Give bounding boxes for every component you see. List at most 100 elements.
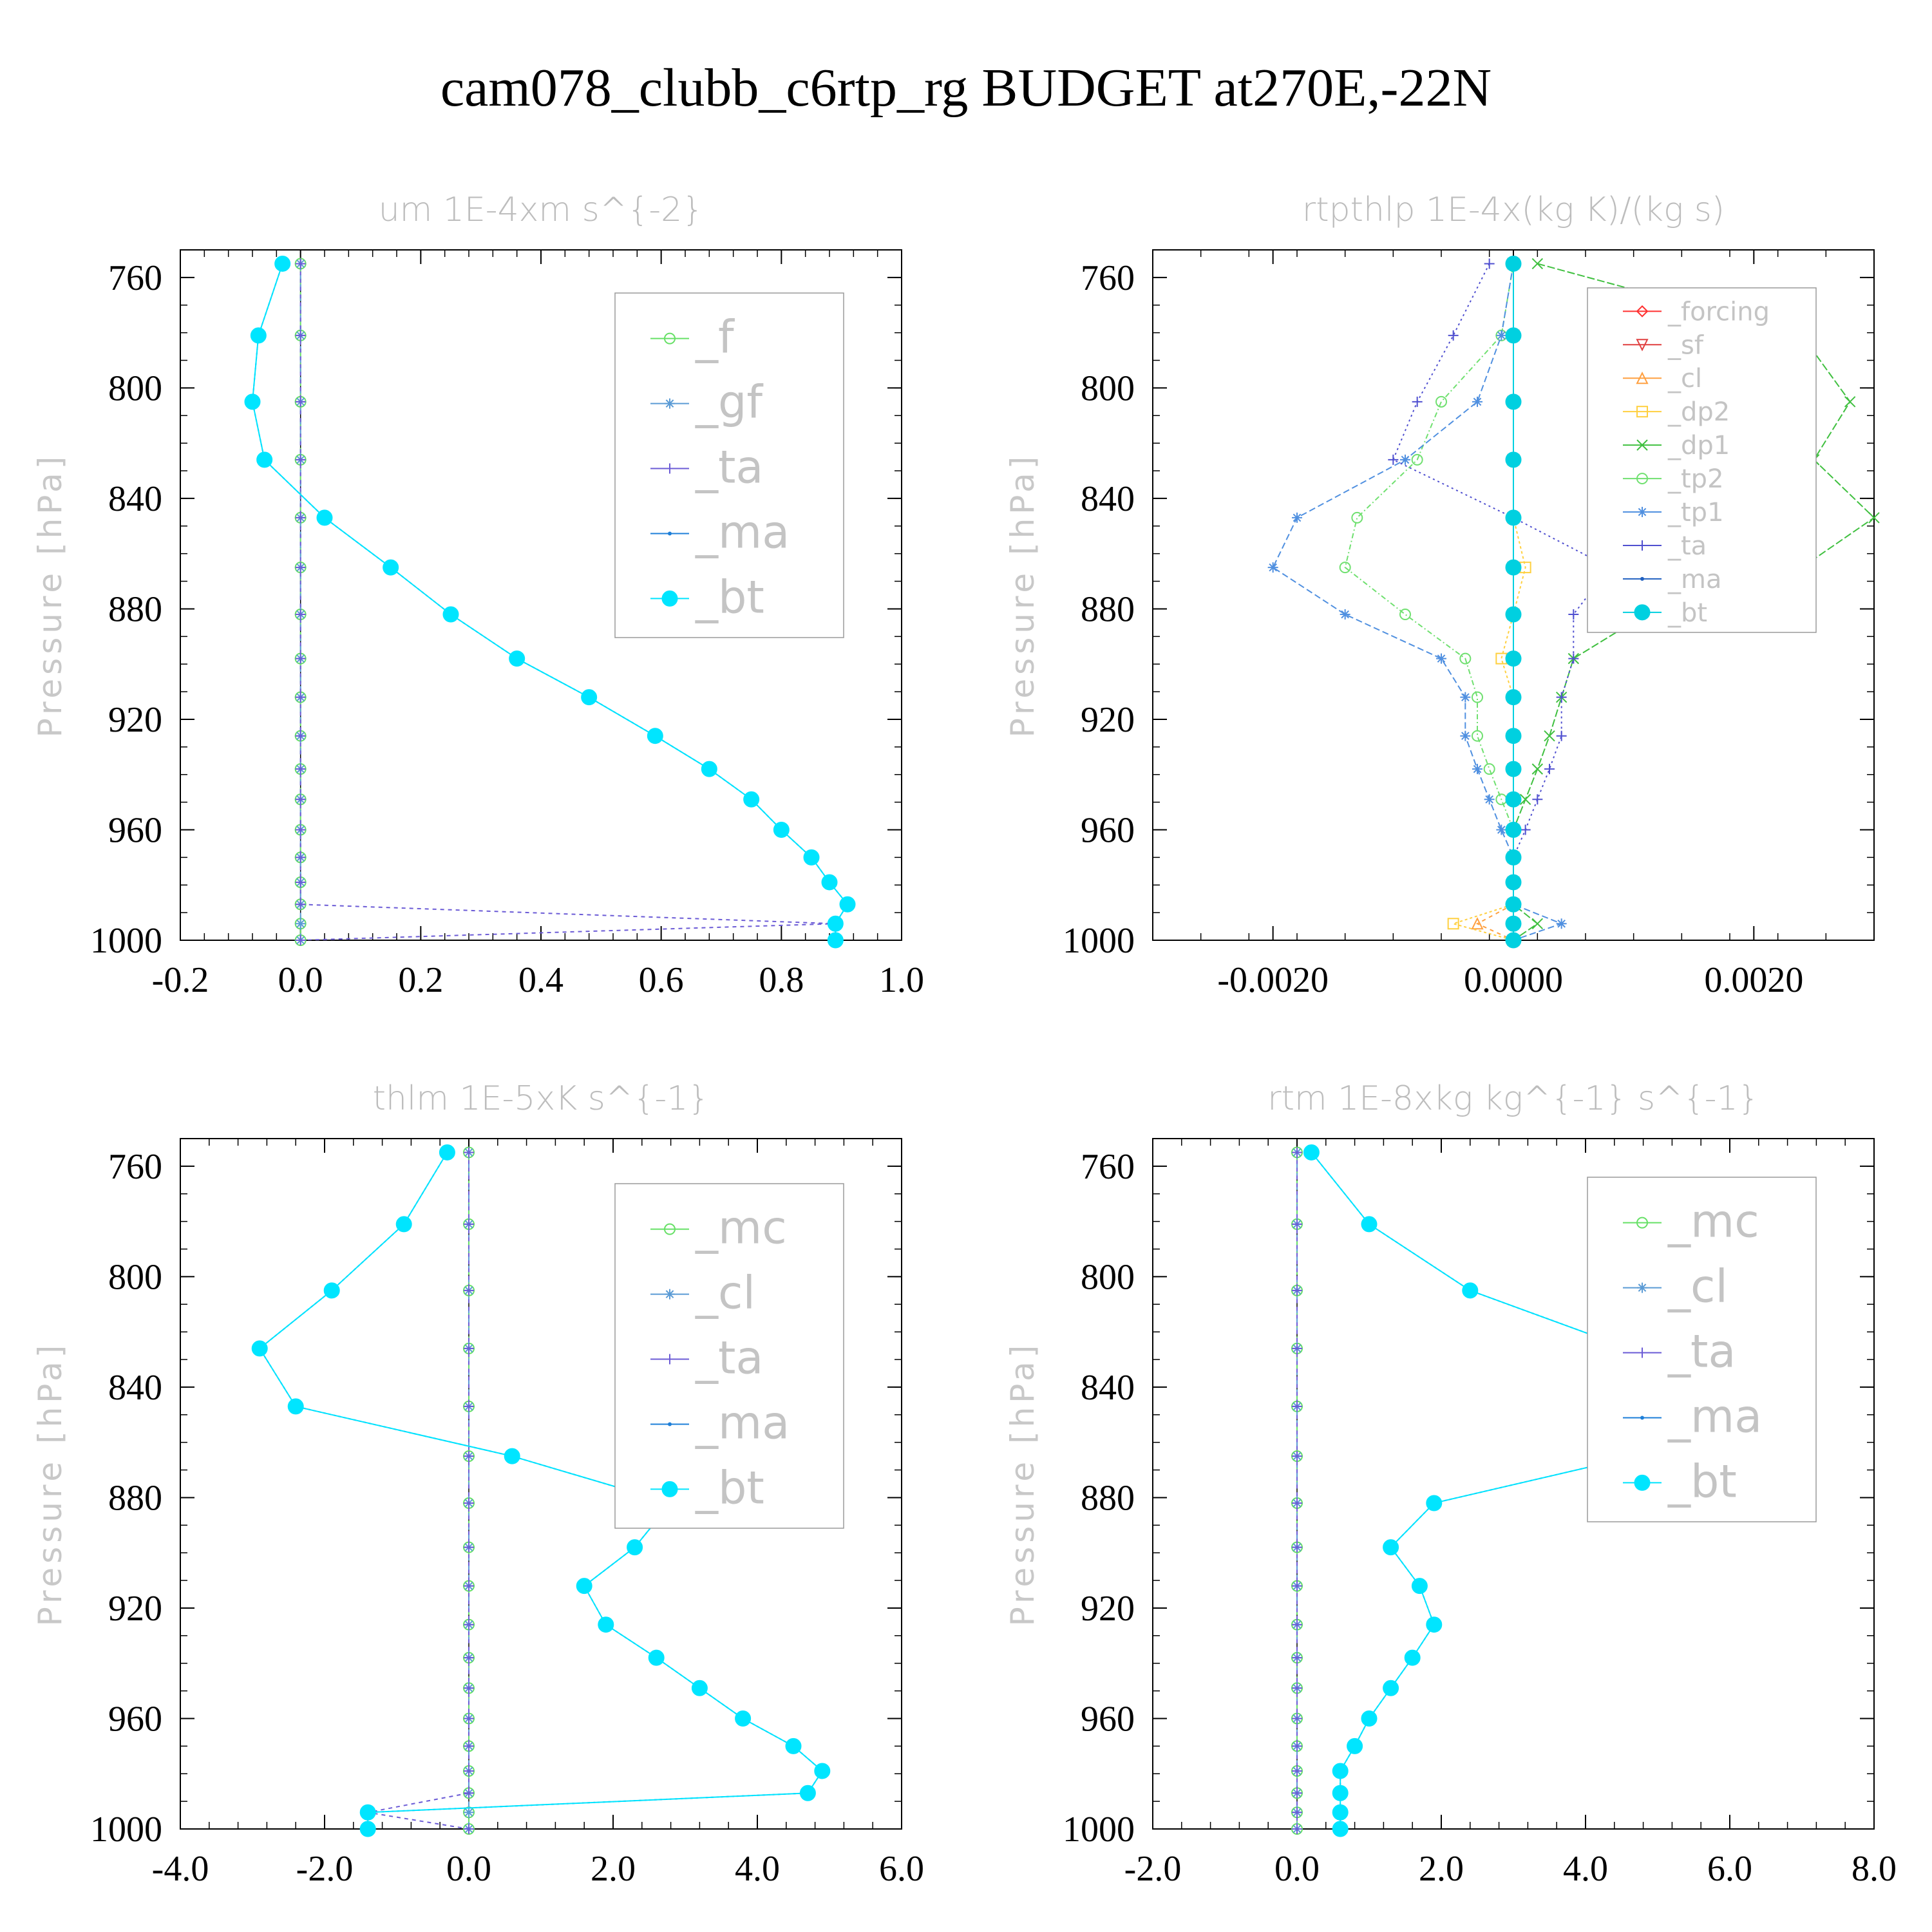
data-point bbox=[295, 330, 306, 341]
data-point bbox=[295, 764, 306, 775]
data-point bbox=[1447, 918, 1459, 930]
x-tick-label: -2.0 bbox=[296, 1849, 354, 1889]
data-point bbox=[359, 1804, 376, 1821]
x-tick-label: 0.6 bbox=[639, 960, 684, 1000]
series-tp1 bbox=[1267, 258, 1567, 945]
legend-label: _cl bbox=[695, 1267, 755, 1320]
y-axis-label: Pressure [hPa] bbox=[1004, 1341, 1041, 1627]
data-point bbox=[1411, 453, 1423, 466]
data-point bbox=[648, 1649, 665, 1666]
data-point bbox=[1531, 763, 1544, 775]
data-point bbox=[1471, 917, 1484, 930]
legend-label: _mc bbox=[695, 1202, 787, 1255]
y-tick-label: 800 bbox=[1081, 1257, 1135, 1297]
y-tick-label: 880 bbox=[108, 589, 162, 629]
data-point bbox=[395, 1216, 412, 1233]
data-point bbox=[1399, 609, 1411, 621]
data-point bbox=[464, 1218, 474, 1229]
data-point bbox=[1292, 1824, 1302, 1834]
data-point bbox=[1400, 454, 1410, 465]
data-point bbox=[1556, 730, 1567, 741]
legend-label: _ma bbox=[1667, 1390, 1762, 1443]
y-tick-label: 760 bbox=[108, 258, 162, 298]
legend-marker bbox=[1634, 1474, 1651, 1491]
data-point bbox=[464, 1285, 474, 1296]
data-point bbox=[1292, 1807, 1302, 1818]
data-point bbox=[1496, 824, 1507, 835]
y-axis-label: Pressure [hPa] bbox=[1004, 453, 1041, 738]
legend-marker bbox=[1637, 540, 1647, 551]
y-tick-label: 800 bbox=[108, 368, 162, 408]
data-point bbox=[1292, 512, 1302, 523]
x-tick-label: 0.0 bbox=[1274, 1849, 1320, 1889]
legend-label: _dp1 bbox=[1667, 431, 1730, 460]
data-point bbox=[1292, 1218, 1302, 1229]
y-tick-label: 920 bbox=[108, 700, 162, 740]
data-point bbox=[785, 1738, 802, 1754]
y-tick-label: 760 bbox=[1081, 1147, 1135, 1187]
data-point bbox=[1404, 1649, 1421, 1666]
data-point bbox=[1460, 692, 1471, 703]
legend-marker bbox=[1636, 339, 1649, 352]
x-tick-label: 0.0020 bbox=[1704, 960, 1803, 1000]
data-point bbox=[839, 896, 856, 913]
y-tick-label: 760 bbox=[1081, 258, 1135, 298]
data-point bbox=[316, 509, 333, 526]
data-point bbox=[647, 728, 663, 744]
x-tick-label: 2.0 bbox=[1419, 1849, 1464, 1889]
series-line bbox=[1344, 263, 1514, 940]
data-point bbox=[1292, 1580, 1302, 1591]
data-point bbox=[295, 609, 306, 620]
data-point bbox=[256, 451, 273, 468]
data-point bbox=[773, 821, 790, 838]
x-tick-label: -2.0 bbox=[1124, 1849, 1182, 1889]
data-point bbox=[1505, 689, 1522, 706]
data-point bbox=[1505, 821, 1522, 838]
series-line bbox=[1475, 263, 1514, 940]
y-tick-label: 880 bbox=[1081, 1478, 1135, 1518]
data-point bbox=[1556, 692, 1567, 703]
legend-entry: _dp2 bbox=[1623, 397, 1730, 427]
legend-entry: _cl bbox=[1623, 1260, 1728, 1313]
legend-entry: _tp1 bbox=[1623, 498, 1724, 527]
x-tick-label: 0.0 bbox=[446, 1849, 491, 1889]
legend-marker bbox=[661, 590, 678, 607]
series-line bbox=[1392, 263, 1611, 940]
legend-label: _bt bbox=[1667, 598, 1707, 628]
data-point bbox=[1303, 1144, 1320, 1160]
panel-rtpthlp: rtpthlp 1E-4x(kg K)/(kg s) Pressure [hPa]… bbox=[1004, 191, 1880, 1000]
legend-marker bbox=[665, 463, 675, 474]
plot-frame bbox=[180, 1138, 902, 1830]
data-point bbox=[1332, 1821, 1349, 1837]
legend-label: _tp1 bbox=[1667, 498, 1724, 527]
data-point bbox=[509, 650, 526, 667]
data-point bbox=[464, 1765, 474, 1776]
data-point bbox=[1347, 1738, 1363, 1754]
data-point bbox=[464, 1498, 474, 1509]
data-point bbox=[1544, 730, 1555, 742]
legend-label: _ma bbox=[695, 1396, 790, 1449]
data-point bbox=[1531, 258, 1544, 270]
y-tick-label: 800 bbox=[1081, 368, 1135, 408]
legend-entry: _cl bbox=[1623, 364, 1702, 393]
data-point bbox=[1426, 1495, 1443, 1511]
legend-label: _ma bbox=[1667, 565, 1721, 594]
legend-entry: _ta bbox=[650, 1332, 763, 1385]
data-point bbox=[1472, 396, 1482, 407]
panel-rtm: rtm 1E-8xkg kg^{-1} s^{-1} Pressure [hPa]… bbox=[1004, 1079, 1897, 1889]
legend-label: _f bbox=[695, 311, 735, 364]
data-point bbox=[1505, 896, 1522, 913]
data-point bbox=[1460, 730, 1471, 741]
x-tick-label: 0.4 bbox=[518, 960, 564, 1000]
data-point bbox=[295, 876, 306, 887]
series-ta bbox=[1292, 1147, 1302, 1834]
legend-marker bbox=[668, 531, 672, 536]
legend-marker bbox=[1637, 507, 1647, 518]
data-point bbox=[1472, 764, 1482, 775]
data-point bbox=[1388, 454, 1399, 465]
series-ta bbox=[1388, 258, 1615, 945]
data-point bbox=[464, 1147, 474, 1158]
y-tick-label: 920 bbox=[1081, 700, 1135, 740]
data-point bbox=[1505, 849, 1522, 866]
legend-label: _forcing bbox=[1667, 297, 1770, 327]
